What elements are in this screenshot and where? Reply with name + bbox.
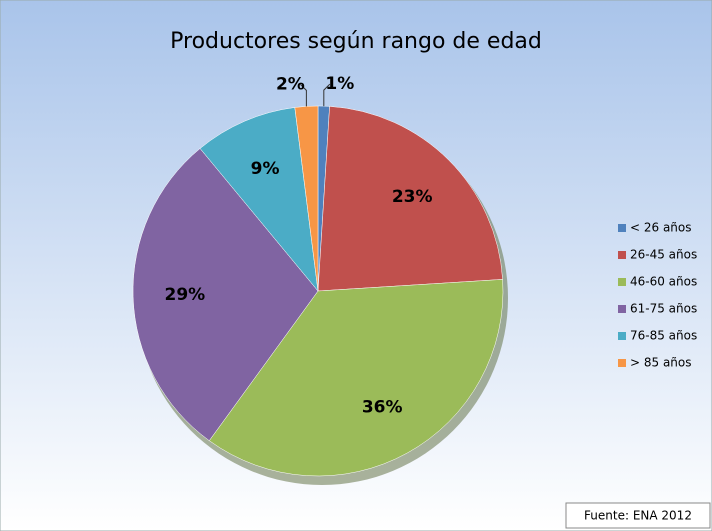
data-label: 9% [251, 159, 280, 179]
legend-swatch [618, 251, 626, 259]
legend-label: < 26 años [630, 221, 692, 235]
pie-slice [208, 279, 504, 477]
source-note: Fuente: ENA 2012 [584, 509, 692, 523]
legend-swatch [618, 359, 626, 367]
legend-swatch [618, 278, 626, 286]
data-label: 1% [325, 74, 354, 94]
pie-slice [132, 148, 319, 442]
source-box [565, 502, 711, 529]
leader-line [323, 83, 331, 107]
data-label: 23% [392, 187, 433, 207]
legend-label: 61-75 años [630, 302, 697, 316]
pie-slice [199, 107, 319, 292]
legend-swatch [618, 332, 626, 340]
data-label: 36% [362, 398, 403, 418]
legend-label: 46-60 años [630, 275, 697, 289]
pie-slice [317, 106, 503, 292]
data-label: 2% [276, 74, 305, 94]
legend-swatch [618, 305, 626, 313]
legend-swatch [618, 224, 626, 232]
chart-title: Productores según rango de edad [170, 29, 542, 54]
data-label: 29% [165, 285, 206, 305]
legend-label: 26-45 años [630, 248, 697, 262]
legend-label: 76-85 años [630, 329, 697, 343]
legend-label: > 85 años [630, 356, 692, 370]
pie-slice [294, 105, 319, 292]
leader-line [300, 84, 307, 107]
